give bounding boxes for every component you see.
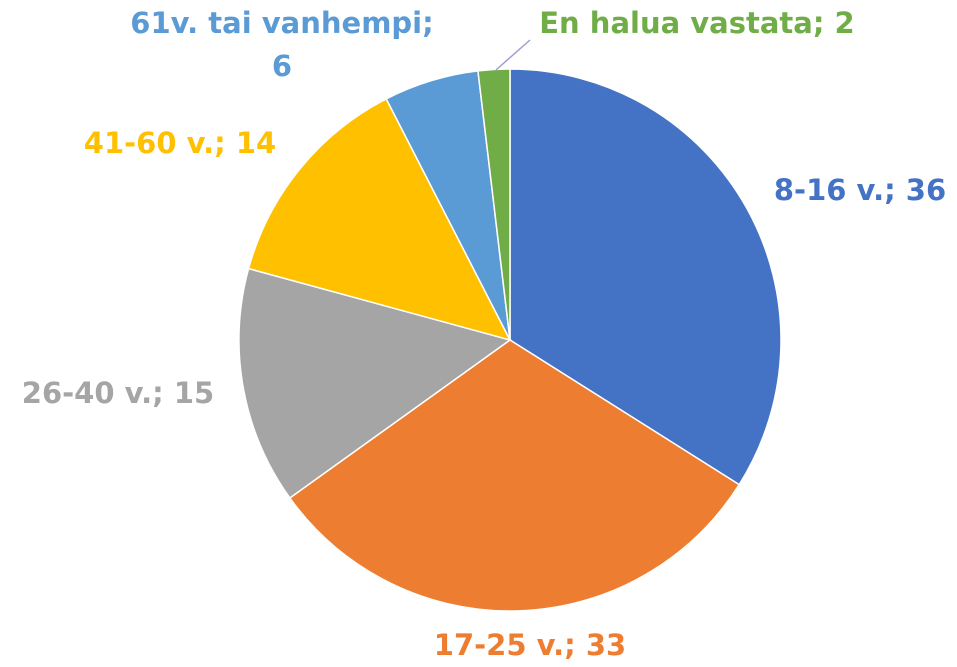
pie-slice (247, 97, 512, 342)
data-label: 8-16 v.; 36 (774, 173, 946, 207)
data-label: 41-60 v.; 14 (84, 126, 276, 160)
pie-slice (288, 339, 741, 612)
data-label: En halua vastata; 2 (539, 6, 855, 40)
data-label: 26-40 v.; 15 (22, 376, 214, 410)
labels: 8-16 v.; 36 17-25 v.; 33 26-40 v.; 15 41-60… (22, 6, 946, 662)
data-label: 17-25 v.; 33 (434, 628, 626, 662)
pie-slice (477, 68, 511, 341)
pie-slice (509, 68, 782, 486)
slices (238, 68, 782, 612)
pie-slice (238, 267, 512, 500)
data-label: 61v. tai vanhempi; 6 (130, 6, 433, 83)
leader-line (495, 39, 531, 71)
